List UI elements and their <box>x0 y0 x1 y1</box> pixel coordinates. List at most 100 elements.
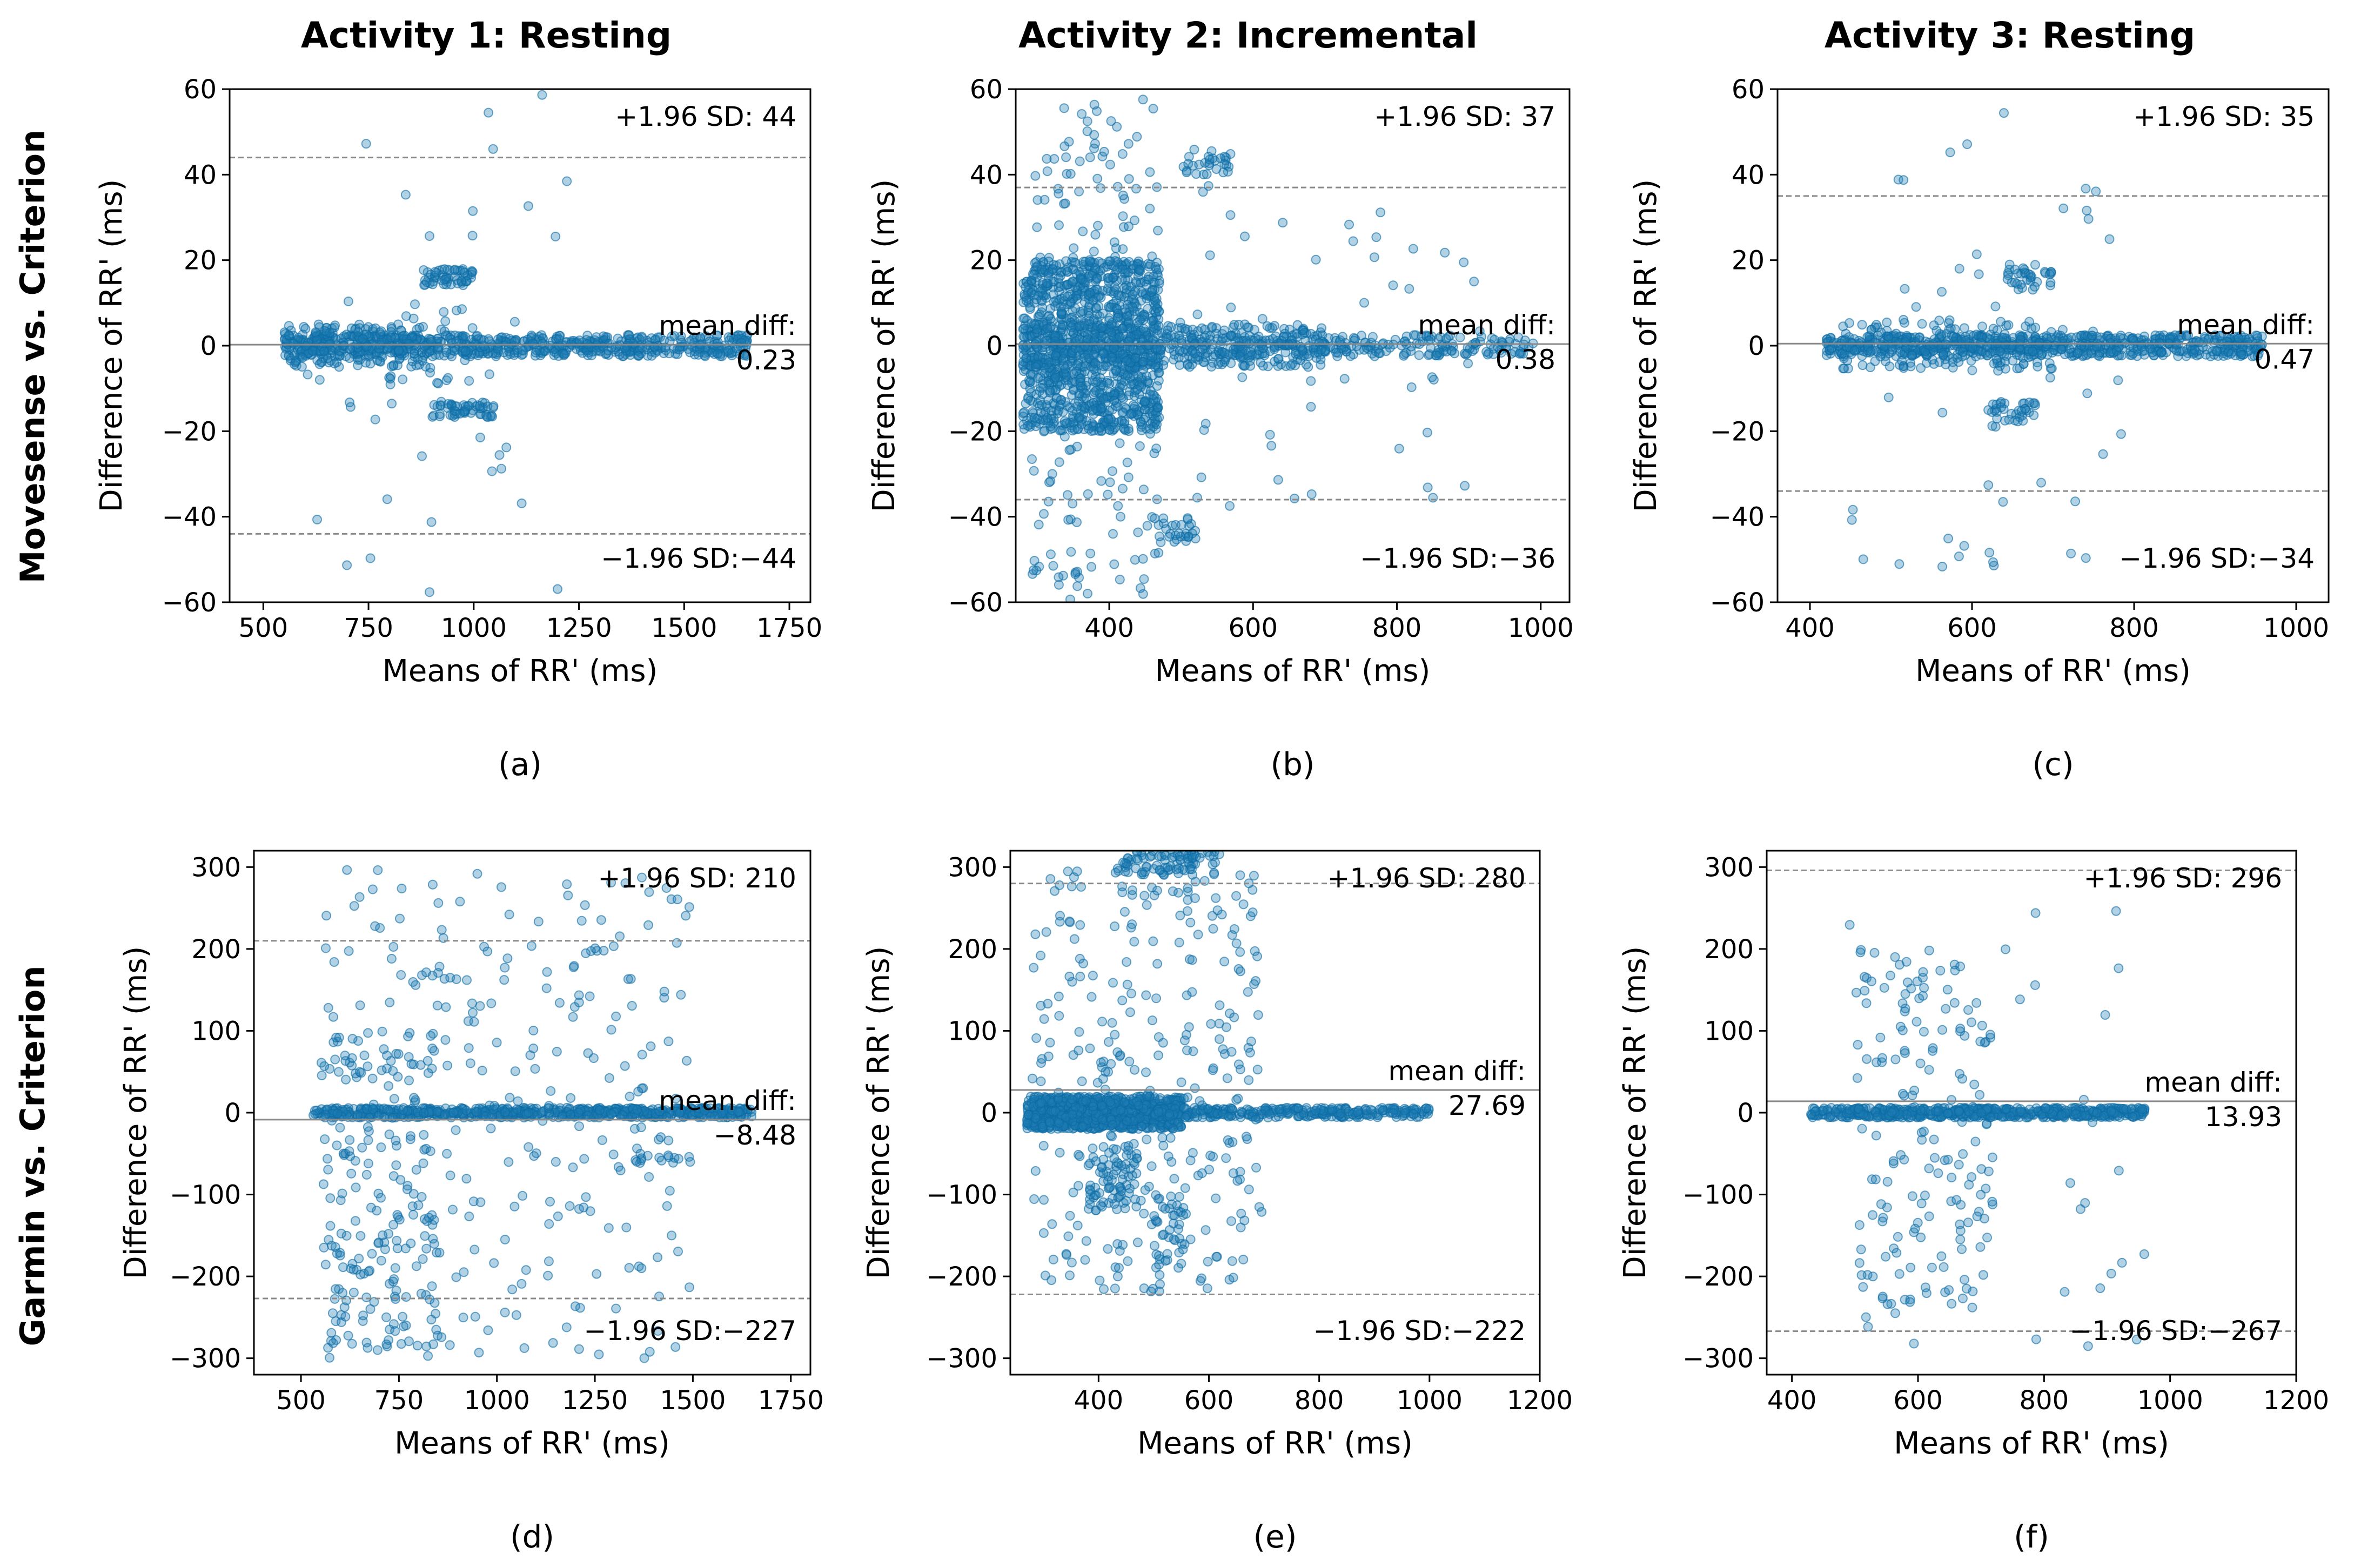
data-point <box>1132 132 1142 142</box>
data-point <box>1135 583 1145 593</box>
data-point <box>1018 412 1028 422</box>
data-point <box>345 398 355 407</box>
data-point <box>1138 357 1149 367</box>
data-point <box>1937 287 1947 297</box>
data-point <box>1188 160 1198 171</box>
data-point <box>1344 219 1354 230</box>
data-point <box>1116 512 1125 522</box>
data-point <box>1042 324 1052 334</box>
data-point <box>1306 402 1316 412</box>
data-point <box>1108 529 1118 539</box>
data-point <box>2057 325 2068 335</box>
data-point <box>448 1107 459 1118</box>
data-point <box>460 332 471 342</box>
data-point <box>1299 327 1310 338</box>
data-point <box>1151 443 1162 454</box>
data-point <box>1257 314 1267 324</box>
data-point <box>452 305 461 315</box>
data-point <box>1249 325 1259 335</box>
data-point <box>416 1289 426 1298</box>
data-point <box>1110 282 1120 292</box>
data-point <box>1064 445 1075 455</box>
data-point <box>1088 405 1098 415</box>
data-point <box>433 345 443 355</box>
data-point <box>1988 324 1998 334</box>
data-point <box>1153 321 1164 331</box>
data-point <box>1072 441 1082 452</box>
data-point <box>1226 358 1236 368</box>
data-point <box>2150 330 2161 340</box>
data-point <box>497 463 506 474</box>
data-point <box>1962 139 1972 149</box>
y-tick-label: 0 <box>200 331 217 361</box>
data-point <box>355 355 365 365</box>
data-point <box>1136 295 1146 306</box>
data-point <box>384 1081 394 1091</box>
mean-diff-value: 0.47 <box>2255 344 2315 375</box>
data-point <box>669 331 680 341</box>
data-point <box>1037 400 1047 410</box>
data-point <box>1401 331 1412 341</box>
data-point <box>401 1292 411 1302</box>
data-point <box>1050 301 1060 311</box>
data-point <box>1991 407 2002 417</box>
data-point <box>1032 327 1042 338</box>
data-point <box>440 316 451 326</box>
data-point <box>1115 575 1125 584</box>
x-tick-label: 600 <box>1947 613 1997 643</box>
data-point <box>326 345 337 355</box>
y-tick-label: 40 <box>184 160 217 190</box>
data-point <box>1085 548 1096 558</box>
data-point <box>1033 352 1043 362</box>
data-point <box>284 330 294 340</box>
data-point <box>1306 376 1316 386</box>
data-point <box>1059 103 1069 113</box>
data-point <box>1154 279 1164 288</box>
data-point <box>1929 320 1939 331</box>
data-point <box>2081 184 2091 194</box>
data-point <box>1074 321 1084 331</box>
data-point <box>2003 320 2014 330</box>
data-point <box>1371 232 1381 243</box>
data-point <box>1032 222 1042 232</box>
data-point <box>1095 423 1105 433</box>
data-point <box>1189 144 1199 154</box>
scatter-points <box>279 90 753 597</box>
x-tick-label: 1500 <box>651 613 717 643</box>
data-point <box>358 1310 368 1321</box>
data-point <box>1173 353 1184 363</box>
data-point <box>1021 295 1031 306</box>
data-point <box>1068 264 1078 274</box>
y-tick-label: −20 <box>1710 416 1765 447</box>
data-point <box>1513 332 1524 342</box>
y-axis-label: Difference of RR' (ms) <box>867 179 902 513</box>
data-point <box>1109 395 1119 406</box>
data-point <box>1126 281 1136 292</box>
data-point <box>2030 260 2040 270</box>
data-point <box>455 408 465 419</box>
data-point <box>411 1165 421 1175</box>
mean-diff-value: 0.23 <box>736 345 796 376</box>
data-point <box>418 1254 428 1264</box>
data-point <box>1072 581 1083 591</box>
data-point <box>1092 173 1103 184</box>
data-point <box>1184 362 1195 372</box>
data-point <box>699 350 709 360</box>
data-point <box>341 1074 351 1085</box>
data-point <box>1348 236 1358 246</box>
data-point <box>553 351 564 361</box>
data-point <box>1083 589 1092 598</box>
data-point <box>1937 562 1947 571</box>
data-point <box>1866 346 1876 356</box>
data-point <box>411 1261 421 1271</box>
data-point <box>1060 364 1070 374</box>
data-point <box>1235 341 1245 351</box>
panel-a: 500 750 1000 1250 1500 1750−60−40−200204060Me… <box>94 75 822 783</box>
data-point <box>427 1044 438 1053</box>
data-point <box>406 1239 416 1248</box>
data-point <box>1339 374 1350 384</box>
data-point <box>1061 152 1071 163</box>
data-point <box>2010 277 2020 287</box>
data-point <box>1045 549 1056 560</box>
